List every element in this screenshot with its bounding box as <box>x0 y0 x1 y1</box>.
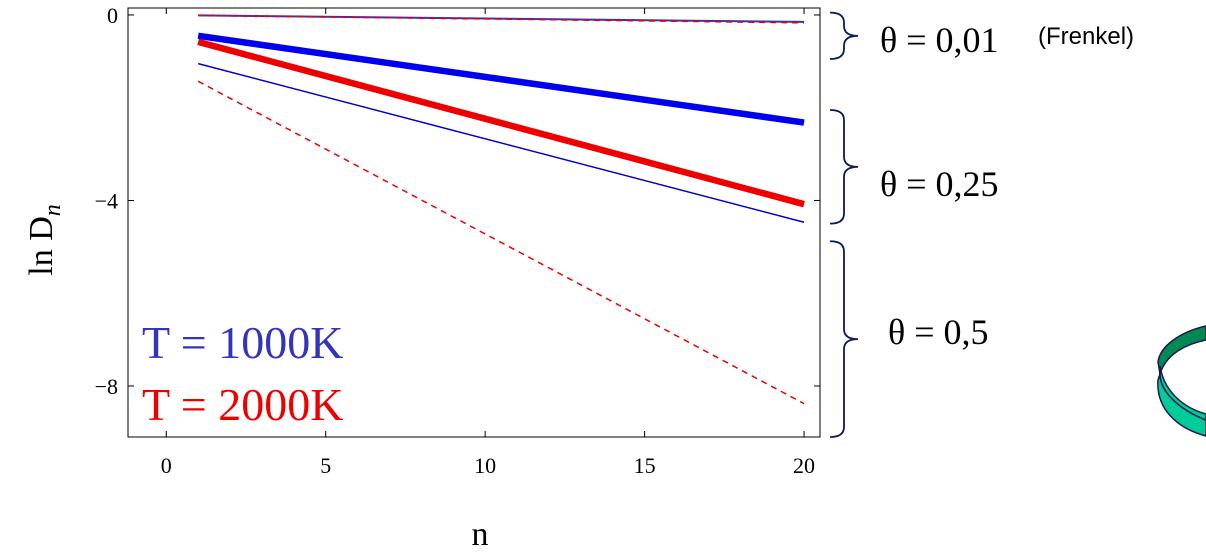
y-tick-label: −4 <box>95 188 118 213</box>
theta-braces <box>829 11 859 438</box>
theta-brace <box>829 109 859 225</box>
series-line <box>198 14 805 24</box>
theta-label-025: θ = 0,25 <box>880 164 999 204</box>
y-axis-label: ln D <box>23 216 60 276</box>
series-layer <box>197 14 805 405</box>
x-tick-label: 5 <box>320 453 331 478</box>
series-line <box>197 38 805 208</box>
x-tick-label: 0 <box>161 453 172 478</box>
x-tick-label: 10 <box>474 453 496 478</box>
theta-label-05: θ = 0,5 <box>888 312 989 352</box>
series-line <box>197 80 805 405</box>
frenkel-label: (Frenkel) <box>1038 23 1134 50</box>
ring-back <box>1157 325 1206 375</box>
theta-label-001: θ = 0,01 <box>880 20 999 60</box>
series-line <box>197 62 805 223</box>
y-axis-label-group: ln Dn <box>23 204 66 276</box>
x-tick-label: 15 <box>634 453 656 478</box>
series-line <box>197 32 805 126</box>
x-axis-label: n <box>472 516 489 553</box>
x-tick-label: 20 <box>793 453 815 478</box>
ring-graphic <box>1157 325 1206 437</box>
ring-front-top <box>1159 365 1206 421</box>
legend-1000k: T = 1000K <box>142 317 343 368</box>
axis-ticks: 0 5 10 15 20 0 −4 −8 <box>95 3 820 478</box>
plot-frame <box>127 7 821 438</box>
theta-brace <box>829 240 859 438</box>
svg-text:ln Dn: ln Dn <box>23 204 66 276</box>
theta-brace <box>829 11 859 60</box>
y-tick-label: −8 <box>95 374 118 399</box>
y-axis-label-subscript: n <box>40 204 66 216</box>
legend-2000k: T = 2000K <box>142 379 343 430</box>
y-tick-label: 0 <box>107 3 118 28</box>
